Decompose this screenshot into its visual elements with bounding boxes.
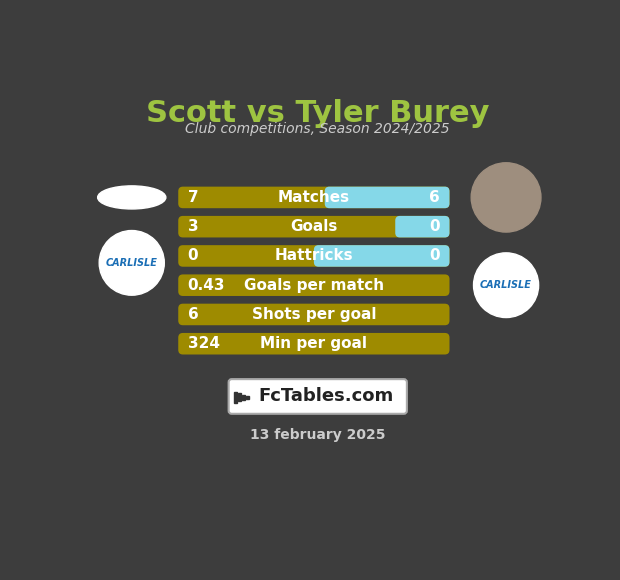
Text: Shots per goal: Shots per goal bbox=[252, 307, 376, 322]
FancyBboxPatch shape bbox=[179, 216, 450, 237]
Text: Club competitions, Season 2024/2025: Club competitions, Season 2024/2025 bbox=[185, 122, 450, 136]
Text: 13 february 2025: 13 february 2025 bbox=[250, 427, 386, 441]
Bar bbox=[242, 394, 245, 400]
Text: FcTables.com: FcTables.com bbox=[258, 387, 393, 405]
Circle shape bbox=[471, 163, 541, 232]
Circle shape bbox=[474, 253, 539, 317]
Text: 7: 7 bbox=[187, 190, 198, 205]
Text: 3: 3 bbox=[187, 219, 198, 234]
Text: 6: 6 bbox=[187, 307, 198, 322]
Text: Scott vs Tyler Burey: Scott vs Tyler Burey bbox=[146, 99, 490, 128]
Ellipse shape bbox=[98, 186, 166, 209]
Text: 0: 0 bbox=[430, 219, 440, 234]
FancyBboxPatch shape bbox=[396, 216, 450, 237]
Text: Hattricks: Hattricks bbox=[275, 248, 353, 263]
Text: Min per goal: Min per goal bbox=[260, 336, 368, 351]
Text: 0.43: 0.43 bbox=[187, 278, 225, 293]
Text: CARLISLE: CARLISLE bbox=[106, 258, 157, 268]
FancyBboxPatch shape bbox=[179, 333, 450, 354]
FancyBboxPatch shape bbox=[179, 187, 450, 208]
Text: 0: 0 bbox=[187, 248, 198, 263]
Bar bbox=[234, 392, 237, 403]
FancyBboxPatch shape bbox=[179, 245, 450, 267]
FancyBboxPatch shape bbox=[179, 274, 450, 296]
Text: 6: 6 bbox=[430, 190, 440, 205]
Circle shape bbox=[99, 230, 164, 295]
FancyBboxPatch shape bbox=[314, 245, 450, 267]
Text: CARLISLE: CARLISLE bbox=[480, 280, 532, 290]
Bar bbox=[246, 396, 249, 399]
Bar bbox=[238, 393, 241, 401]
FancyBboxPatch shape bbox=[179, 304, 450, 325]
Text: Goals: Goals bbox=[290, 219, 337, 234]
Text: 0: 0 bbox=[430, 248, 440, 263]
FancyBboxPatch shape bbox=[229, 379, 407, 414]
Text: 324: 324 bbox=[187, 336, 219, 351]
FancyBboxPatch shape bbox=[325, 187, 450, 208]
Text: Goals per match: Goals per match bbox=[244, 278, 384, 293]
Text: Matches: Matches bbox=[278, 190, 350, 205]
